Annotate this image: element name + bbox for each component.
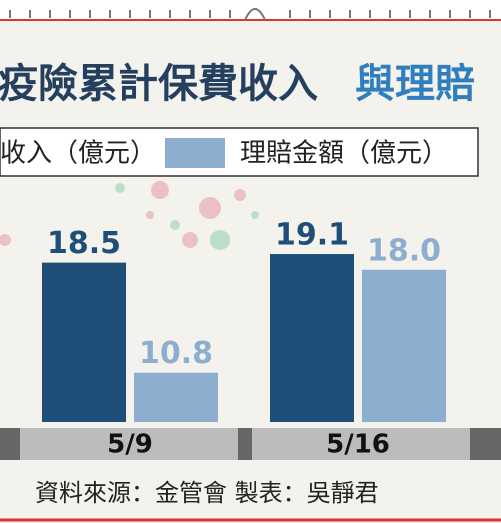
- x-tick-label: 5/16: [326, 430, 390, 460]
- decor-dots: [0, 181, 259, 250]
- source: 資料來源：金管會 製表：吳靜君: [35, 479, 379, 507]
- bar: [270, 254, 354, 422]
- axis-band-dark: [470, 428, 501, 460]
- value-label: 19.1: [275, 218, 349, 253]
- legend-label: 收入（億元）: [0, 139, 156, 169]
- calendar-rings: [9, 8, 491, 21]
- chart-title-highlight: 與理賠: [355, 61, 475, 107]
- chart-title: 疫險累計保費收入: [0, 61, 318, 107]
- legend-label: 理賠金額（億元）: [240, 139, 448, 169]
- value-label: 18.0: [367, 233, 441, 268]
- value-label: 10.8: [139, 336, 213, 371]
- bar: [134, 372, 218, 422]
- value-label: 18.5: [47, 226, 121, 261]
- bar: [362, 269, 446, 422]
- axis-band-dark: [238, 428, 252, 460]
- bar: [42, 262, 126, 422]
- legend-box: [0, 127, 479, 177]
- axis-band-dark: [0, 428, 20, 460]
- legend-swatch: [165, 138, 225, 168]
- x-tick-label: 5/9: [107, 430, 153, 460]
